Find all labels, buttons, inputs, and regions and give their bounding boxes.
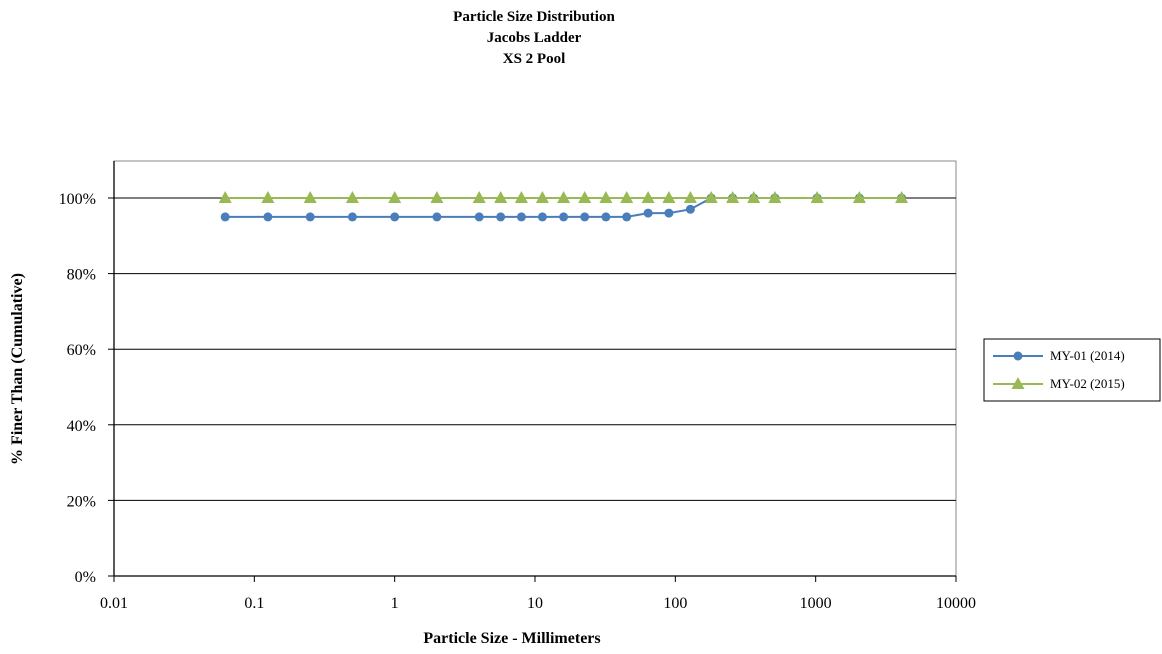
x-axis-title: Particle Size - Millimeters <box>423 630 600 647</box>
plot-area <box>113 160 957 577</box>
data-point <box>810 191 824 203</box>
data-point <box>726 191 740 203</box>
data-point <box>432 212 442 222</box>
data-point <box>516 212 526 222</box>
data-point <box>599 191 613 203</box>
data-point <box>514 191 528 203</box>
data-point <box>261 191 275 203</box>
x-tick-label: 0.01 <box>100 595 128 612</box>
y-tick-label: 20% <box>67 493 96 510</box>
data-point <box>305 212 315 222</box>
y-tick-label: 80% <box>67 267 96 284</box>
data-point <box>494 191 508 203</box>
data-point <box>559 212 569 222</box>
legend-label-my02: MY-02 (2015) <box>1050 376 1125 391</box>
data-point <box>345 191 359 203</box>
data-point <box>472 191 486 203</box>
y-tick-label: 0% <box>75 569 96 586</box>
data-point <box>474 212 484 222</box>
data-point <box>303 191 317 203</box>
data-point <box>895 191 909 203</box>
legend-marker-my01 <box>1013 351 1023 361</box>
data-point <box>643 208 653 218</box>
y-tick-label: 40% <box>67 418 96 435</box>
data-point <box>747 191 761 203</box>
x-tick-label: 10000 <box>936 595 976 612</box>
data-point <box>664 208 674 218</box>
y-tick-label: 100% <box>59 191 96 208</box>
series-my-02-2015 <box>218 191 909 203</box>
data-point <box>347 212 357 222</box>
data-point <box>390 212 400 222</box>
x-tick-label: 1000 <box>800 595 832 612</box>
data-point <box>601 212 611 222</box>
chart-title-line-3: XS 2 Pool <box>503 51 566 67</box>
x-tick-label: 1 <box>391 595 399 612</box>
legend: MY-01 (2014) MY-02 (2015) <box>983 338 1161 402</box>
y-axis-title: % Finer Than (Cumulative) <box>9 273 26 465</box>
data-point <box>641 191 655 203</box>
data-point <box>620 191 634 203</box>
axes: 0% 20% 40% 60% 80% 100% 0.01 0.1 1 10 100 1000 10000 <box>59 161 976 612</box>
data-point <box>768 191 782 203</box>
x-tick-label: 100 <box>663 595 687 612</box>
data-series <box>218 191 909 222</box>
legend-marker-my02 <box>1011 377 1025 389</box>
data-point <box>685 204 695 214</box>
data-point <box>704 191 718 203</box>
legend-label-my01: MY-01 (2014) <box>1050 348 1125 363</box>
data-point <box>852 191 866 203</box>
data-point <box>683 191 697 203</box>
data-point <box>662 191 676 203</box>
y-tick-label: 60% <box>67 342 96 359</box>
data-point <box>388 191 402 203</box>
x-tick-label: 0.1 <box>244 595 264 612</box>
legend-box <box>983 338 1161 402</box>
chart-title-line-1: Particle Size Distribution <box>453 9 615 25</box>
data-point <box>578 191 592 203</box>
data-point <box>430 191 444 203</box>
data-point <box>220 212 230 222</box>
data-point <box>557 191 571 203</box>
data-point <box>496 212 506 222</box>
data-point <box>622 212 632 222</box>
data-point <box>580 212 590 222</box>
x-tick-label: 10 <box>527 595 543 612</box>
data-point <box>535 191 549 203</box>
data-point <box>537 212 547 222</box>
data-point <box>263 212 273 222</box>
chart-title-line-2: Jacobs Ladder <box>487 30 582 46</box>
data-point <box>218 191 232 203</box>
